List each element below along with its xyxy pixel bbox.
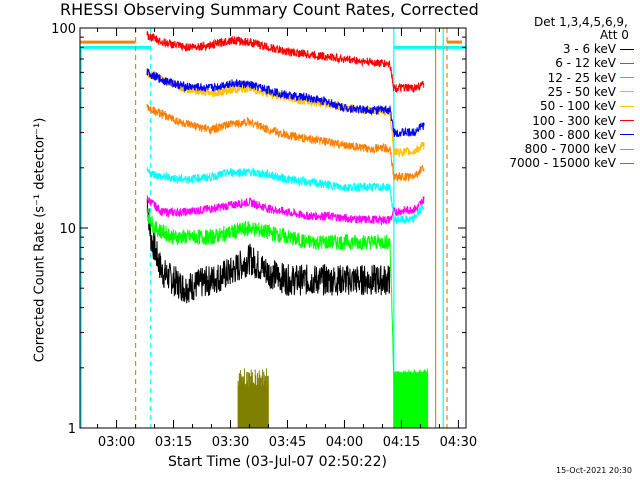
- legend-entry: 12 - 25 keV: [548, 71, 634, 85]
- legend-entry: 100 - 300 keV: [532, 114, 634, 128]
- legend-entry: 50 - 100 keV: [540, 99, 634, 113]
- legend-entry: 6 - 12 keV: [555, 56, 634, 70]
- series-line-4: [146, 68, 425, 158]
- legend-label: 50 - 100 keV: [539, 99, 616, 114]
- y-axis-label: Corrected Count Rate (s⁻¹ detector⁻¹): [32, 117, 48, 363]
- legend-swatch: [620, 48, 634, 50]
- legend-label: 300 - 800 keV: [532, 127, 616, 142]
- legend-label: 800 - 7000 keV: [524, 142, 616, 157]
- x-tick-label: 03:30: [212, 435, 249, 450]
- legend-swatch: [620, 91, 634, 93]
- series-line-1: [146, 195, 425, 227]
- legend-swatch: [620, 77, 634, 79]
- legend-swatch: [620, 62, 634, 64]
- x-tick-label: 03:15: [155, 435, 192, 450]
- y-tick-label: 10: [59, 222, 76, 237]
- chart-title: RHESSI Observing Summary Count Rates, Co…: [60, 0, 479, 19]
- series-line-3: [146, 166, 425, 225]
- legend-label: 6 - 12 keV: [555, 56, 616, 71]
- series-line-0: [146, 198, 391, 304]
- legend-swatch: [620, 162, 634, 164]
- legend-swatch: [620, 148, 634, 150]
- series-spikes-2: [393, 372, 429, 428]
- x-tick-label: 03:00: [98, 435, 135, 450]
- legend-label: 7000 - 15000 keV: [509, 156, 616, 171]
- series-line-7: [146, 103, 425, 182]
- x-tick-label: 04:30: [440, 435, 477, 450]
- legend-entry: 3 - 6 keV: [563, 42, 634, 56]
- legend-entry: 300 - 800 keV: [532, 128, 634, 142]
- legend-label: 100 - 300 keV: [532, 113, 616, 128]
- legend-entry: 25 - 50 keV: [548, 85, 634, 99]
- series-line-6: [146, 68, 425, 138]
- series-line-5: [146, 30, 425, 94]
- legend-swatch: [620, 134, 634, 136]
- series-line-8: [237, 368, 269, 428]
- y-tick-label: 1: [68, 422, 76, 437]
- legend-entry: 7000 - 15000 keV: [509, 156, 634, 170]
- y-tick-label: 100: [51, 22, 76, 37]
- x-tick-label: 04:15: [383, 435, 420, 450]
- legend-label: 25 - 50 keV: [547, 84, 616, 99]
- timestamp-footer: 15-Oct-2021 20:30: [556, 466, 632, 475]
- legend-swatch: [620, 105, 634, 107]
- series-line-2: [146, 208, 429, 385]
- x-tick-label: 04:00: [326, 435, 363, 450]
- legend-label: 3 - 6 keV: [562, 42, 616, 56]
- legend-entry: 800 - 7000 keV: [525, 142, 634, 156]
- x-tick-label: 03:45: [269, 435, 306, 450]
- legend-label: 12 - 25 keV: [547, 70, 616, 85]
- legend-detector-header: Det 1,3,4,5,6,9,: [534, 15, 628, 29]
- x-axis-label: Start Time (03-Jul-07 02:50:22): [168, 454, 388, 470]
- legend-attenuator-header: Att 0: [600, 28, 629, 42]
- legend-swatch: [620, 120, 634, 121]
